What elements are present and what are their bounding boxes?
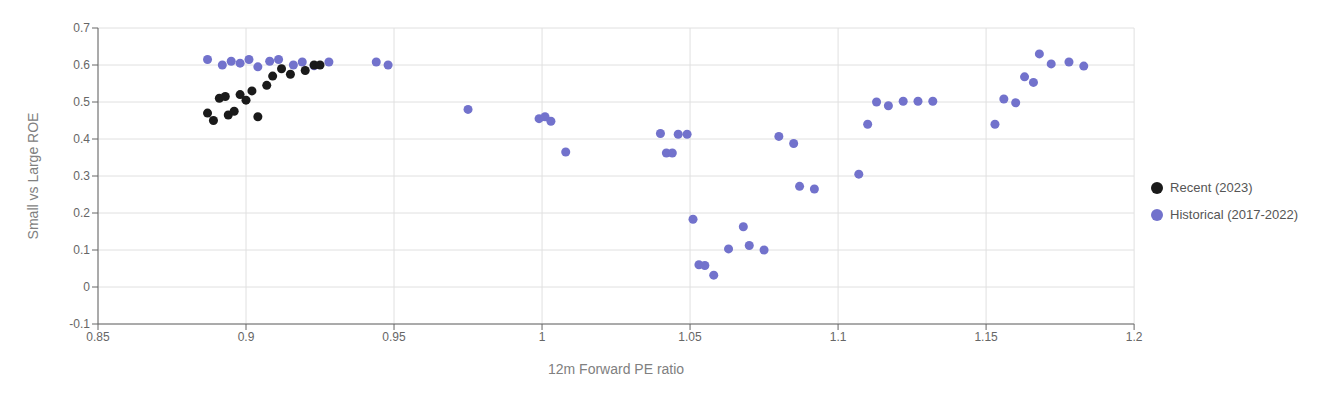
svg-text:Small vs Large ROE: Small vs Large ROE xyxy=(25,113,41,240)
svg-text:0.6: 0.6 xyxy=(73,58,90,72)
svg-text:-0.1: -0.1 xyxy=(69,317,90,331)
svg-text:12m Forward PE ratio: 12m Forward PE ratio xyxy=(548,361,684,377)
svg-text:0.5: 0.5 xyxy=(73,95,90,109)
svg-text:1.15: 1.15 xyxy=(974,330,998,344)
html-text:Historical (2017-2022): Historical (2017-2022) xyxy=(1170,207,1298,222)
svg-text:0.7: 0.7 xyxy=(73,21,90,35)
svg-text:0.85: 0.85 xyxy=(86,330,110,344)
svg-text:1.1: 1.1 xyxy=(830,330,847,344)
svg-text:1.05: 1.05 xyxy=(678,330,702,344)
html-text:Recent (2023): Recent (2023) xyxy=(1170,180,1253,195)
svg-text:1.2: 1.2 xyxy=(1126,330,1143,344)
svg-text:0.1: 0.1 xyxy=(73,243,90,257)
svg-text:0.95: 0.95 xyxy=(382,330,406,344)
svg-text:1: 1 xyxy=(539,330,546,344)
svg-text:0.3: 0.3 xyxy=(73,169,90,183)
svg-text:0.4: 0.4 xyxy=(73,132,90,146)
svg-text:0: 0 xyxy=(83,280,90,294)
svg-text:0.2: 0.2 xyxy=(73,206,90,220)
svg-text:0.9: 0.9 xyxy=(238,330,255,344)
